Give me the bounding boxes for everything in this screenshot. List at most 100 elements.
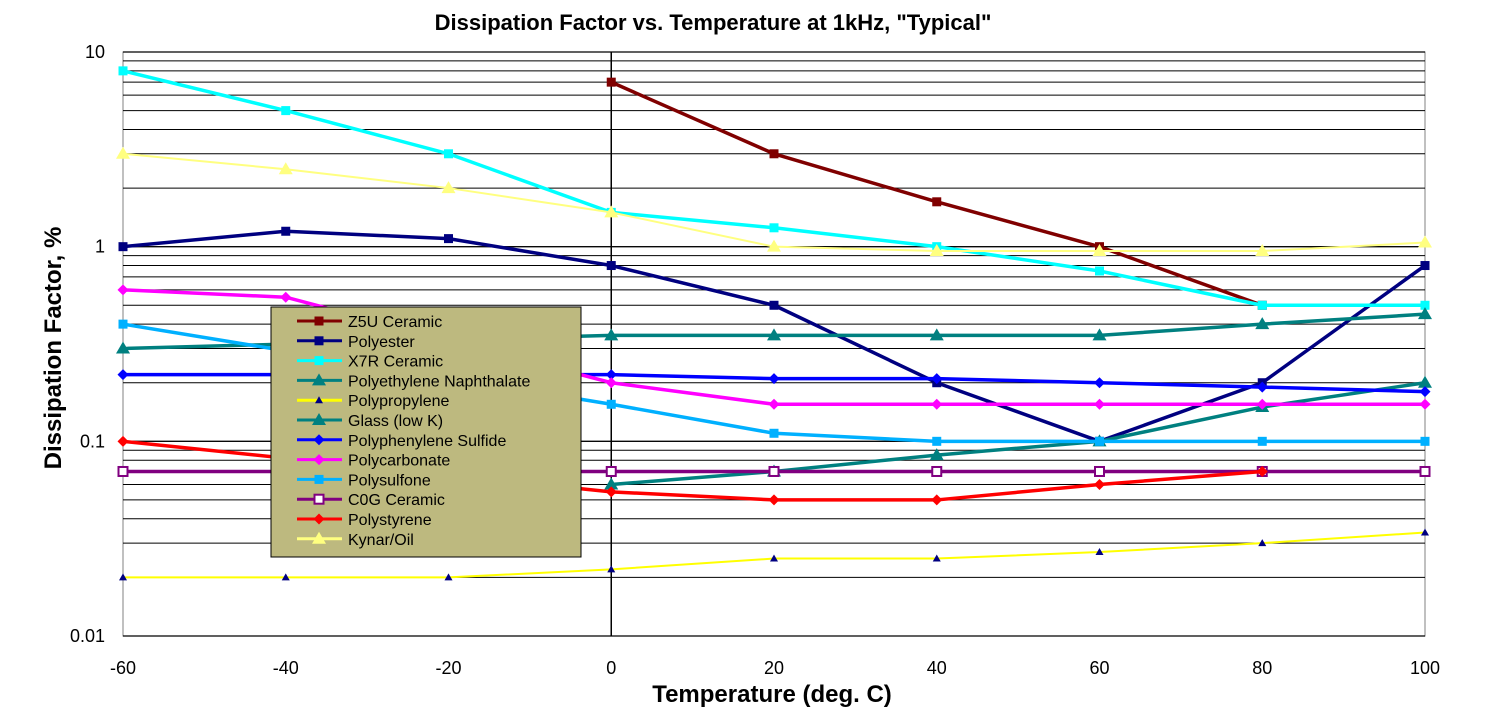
data-point (932, 436, 942, 446)
data-point (769, 428, 779, 438)
data-point (1095, 548, 1104, 556)
data-point (1257, 436, 1267, 446)
data-point (767, 239, 781, 252)
legend-item: Kynar/Oil (297, 531, 414, 549)
data-point (1094, 465, 1105, 477)
legend-swatch-marker (313, 493, 325, 505)
data-point (931, 398, 943, 410)
data-point (281, 106, 291, 116)
y-axis-title: Dissipation Factor, % (40, 227, 67, 470)
data-point (118, 66, 128, 76)
x-tick-label: 80 (1252, 658, 1272, 678)
series-0 (606, 77, 1267, 310)
legend-box (270, 306, 582, 558)
data-point (280, 291, 292, 303)
legend-label: Polypropylene (348, 393, 450, 410)
data-point (117, 369, 129, 381)
x-tick-label: 40 (927, 658, 947, 678)
legend-label: Polyethylene Naphthalate (348, 373, 530, 390)
legend-swatch-marker (313, 513, 325, 525)
data-point (605, 465, 617, 477)
legend-label: Polysulfone (348, 472, 431, 489)
legend-swatch-marker (312, 373, 326, 386)
data-point (1419, 465, 1431, 477)
data-point (1418, 235, 1432, 248)
legend-item: Glass (low K) (297, 413, 443, 430)
legend-label: Polycarbonate (348, 453, 450, 470)
data-point (605, 369, 617, 381)
legend-item: Polypropylene (297, 393, 450, 410)
data-point (444, 573, 453, 581)
legend-label: C0G Ceramic (348, 492, 445, 509)
data-point (1421, 528, 1429, 536)
data-point (932, 554, 941, 562)
data-point (606, 77, 616, 87)
data-point (768, 373, 780, 385)
legend-item: Polystyrene (297, 512, 432, 529)
series-line (122, 152, 1426, 253)
series-4 (119, 528, 1429, 581)
legend-swatch-marker (314, 356, 324, 366)
data-point (605, 377, 617, 389)
series-8 (118, 319, 1430, 446)
data-point (1258, 539, 1267, 547)
data-point (1095, 266, 1104, 276)
data-point (1257, 300, 1267, 310)
data-point (768, 398, 780, 410)
x-tick-label: 20 (764, 658, 784, 678)
series-3 (116, 307, 1432, 354)
data-point (119, 573, 127, 581)
data-point (116, 341, 130, 354)
data-point (769, 300, 779, 310)
legend-item: Polycarbonate (297, 453, 450, 470)
legend-label: Glass (low K) (348, 413, 443, 430)
series-line (610, 80, 1263, 307)
data-point (1420, 436, 1430, 446)
data-point (767, 328, 781, 341)
data-point (441, 181, 456, 194)
x-tick-label: 0 (606, 658, 616, 678)
data-point (1420, 261, 1430, 271)
data-point (1255, 244, 1270, 257)
legend-item: C0G Ceramic (297, 492, 445, 509)
data-point (1256, 465, 1268, 477)
data-point (278, 162, 293, 175)
legend-swatch-marker (314, 474, 324, 484)
data-point (1092, 328, 1107, 341)
legend-label: Polyester (348, 334, 415, 351)
data-point (281, 573, 290, 581)
data-point (117, 284, 129, 296)
data-point (932, 197, 942, 207)
y-tick-label: 1 (95, 237, 105, 257)
legend-item: Z5U Ceramic (297, 314, 442, 331)
legend: Z5U Ceramic Polyester X7R Ceramic Polyethyl… (270, 306, 582, 558)
data-point (1095, 436, 1104, 446)
y-axis-ticks: 0.01 0.1 1 10 (70, 42, 105, 646)
data-point (281, 226, 291, 236)
data-point (1420, 300, 1430, 310)
data-point (118, 242, 128, 252)
legend-item: Polyphenylene Sulfide (297, 433, 506, 450)
x-tick-label: 60 (1089, 658, 1109, 678)
legend-swatch-marker (313, 454, 325, 466)
data-point (117, 465, 129, 477)
data-point (444, 234, 453, 244)
data-point (604, 328, 619, 341)
data-point (1418, 307, 1432, 320)
legend-label: X7R Ceramic (348, 354, 443, 371)
series-layer (116, 66, 1432, 581)
data-point (768, 465, 780, 477)
data-point (1256, 381, 1268, 393)
legend-swatch-marker (312, 531, 326, 544)
x-tick-label: -60 (110, 658, 136, 678)
data-point (1418, 375, 1432, 388)
data-point (117, 435, 129, 447)
x-axis-ticks: -60 -40 -20 0 20 40 60 80 100 (110, 658, 1440, 678)
data-point (118, 319, 128, 329)
data-point (929, 448, 944, 461)
data-point (931, 373, 943, 385)
legend-item: Polyester (297, 334, 415, 351)
data-point (1094, 479, 1105, 491)
data-point (605, 486, 617, 498)
